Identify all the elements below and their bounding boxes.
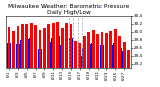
Bar [101,32,103,68]
Bar [8,27,10,68]
Text: ·: · [41,5,44,13]
Bar [83,36,86,68]
Bar [69,38,73,68]
Bar [109,31,112,68]
Bar [127,50,130,68]
Bar [78,43,81,68]
Bar [56,36,60,68]
Bar [87,44,91,68]
Bar [87,32,90,68]
Bar [12,50,15,68]
Bar [29,38,33,68]
Bar [43,28,46,68]
Bar [105,33,108,68]
Bar [43,46,46,68]
Bar [7,43,11,68]
Title: Milwaukee Weather: Barometric Pressure
Daily High/Low: Milwaukee Weather: Barometric Pressure D… [8,4,129,15]
Bar [48,25,50,68]
Bar [16,44,20,68]
Bar [30,23,33,68]
Bar [56,22,59,68]
Bar [78,56,82,68]
Bar [21,25,24,68]
Bar [34,25,37,68]
Bar [65,36,68,68]
Bar [96,47,99,68]
Bar [82,48,86,68]
Bar [38,49,42,68]
Bar [123,42,125,68]
Bar [60,45,64,68]
Bar [52,38,55,68]
Bar [16,26,19,68]
Bar [113,43,117,68]
Bar [70,25,72,68]
Bar [96,34,99,68]
Bar [100,45,104,68]
Bar [122,51,126,68]
Bar [39,30,41,68]
Bar [91,43,95,68]
Bar [12,31,15,68]
Bar [34,41,37,68]
Bar [74,41,77,68]
Bar [104,46,108,68]
Bar [25,24,28,68]
Bar [109,45,113,68]
Bar [118,36,121,68]
Bar [61,28,64,68]
Bar [118,48,122,68]
Bar [114,29,117,68]
Bar [127,64,130,68]
Bar [65,23,68,68]
Bar [47,42,51,68]
Bar [20,40,24,68]
Text: ·: · [96,5,99,13]
Bar [25,39,29,68]
Bar [92,30,95,68]
Bar [52,23,55,68]
Bar [74,55,77,68]
